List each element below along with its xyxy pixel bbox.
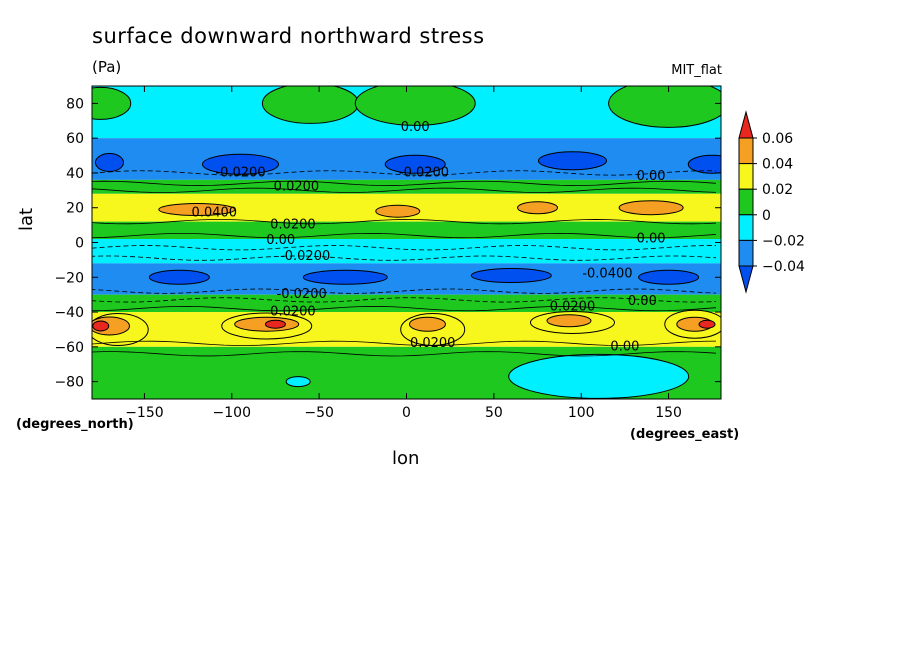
contour-label: 0.0200 (270, 305, 316, 320)
y-tick-label: 0 (75, 236, 84, 252)
contour-label: 0.00 (637, 169, 666, 184)
contour-label: 0.0200 (550, 299, 596, 314)
chart-title: surface downward northward stress (92, 24, 485, 48)
y-tick-label: −80 (54, 375, 84, 391)
y-tick-label: 60 (66, 131, 84, 147)
north-blue-core (687, 154, 721, 174)
contour-label: 0.0200 (270, 218, 316, 233)
y-tick-label: 40 (66, 166, 84, 182)
contour-label: 0.00 (628, 294, 657, 309)
south-red-spot (698, 319, 716, 329)
colorbar-bottom-arrow (738, 265, 754, 294)
x-tick-label: 100 (568, 405, 595, 421)
contour-line (92, 351, 717, 357)
colorbar-label: 0.02 (762, 182, 793, 198)
north-orange-core (517, 201, 559, 215)
contour-line (92, 219, 717, 225)
colorbar-segment (738, 137, 754, 165)
south-red-spot (264, 319, 286, 329)
colorbar-segment (738, 163, 754, 190)
contour-label: -0.0200 (215, 165, 265, 180)
south-cyan-patch (508, 353, 690, 399)
contour-label: 0.00 (266, 233, 295, 248)
units-label: (Pa) (92, 58, 122, 76)
x-tick-label: −100 (213, 405, 251, 421)
contour-label: 0.0200 (410, 336, 456, 351)
contour-patches (92, 86, 721, 399)
colorbar-segment (738, 239, 754, 267)
dataset-label: MIT_flat (671, 63, 722, 78)
colorbar-segment (738, 188, 754, 216)
x-axis-label: lon (392, 448, 420, 469)
contour-line (92, 297, 717, 303)
south-blue-core (302, 269, 388, 285)
south-blue-core (148, 269, 210, 285)
contour-line (92, 305, 717, 312)
south-orange-core (546, 314, 592, 328)
x-axis: −150 −100 −50 0 50 100 150 (125, 86, 682, 421)
contour-line (92, 187, 717, 193)
south-blue-core (638, 269, 700, 285)
contour-label: 0.00 (610, 339, 639, 354)
north-orange-core (618, 200, 684, 216)
colorbar-label: −0.02 (762, 233, 805, 249)
colorbar: 0.06 0.04 0.02 0 −0.02 −0.04 (738, 110, 805, 294)
south-red-spot (92, 320, 110, 332)
contour-label: -0.0400 (582, 266, 632, 281)
band-4 (92, 221, 721, 240)
y-unit-note: (degrees_north) (16, 417, 134, 432)
contour-line (92, 180, 717, 186)
south-orange-core (408, 316, 446, 332)
north-blue-core (384, 154, 446, 174)
north-green-patch (92, 86, 132, 120)
y-tick-label: 80 (66, 96, 84, 112)
contour-label: 0.0200 (274, 179, 320, 194)
colorbar-label: 0 (762, 208, 771, 224)
colorbar-top-arrow (738, 110, 754, 139)
contour-label: -0.0200 (280, 249, 330, 264)
south-cyan-patch (285, 376, 311, 388)
north-green-patch (354, 86, 476, 126)
x-tick-label: −50 (304, 405, 334, 421)
north-orange-core (158, 202, 236, 216)
contour-line (92, 245, 717, 251)
y-tick-label: −60 (54, 340, 84, 356)
colorbar-label: −0.04 (762, 259, 805, 275)
colorbar-label: 0.04 (762, 157, 793, 173)
contour-line (92, 255, 717, 261)
x-unit-note: (degrees_east) (630, 427, 740, 442)
colorbar-segment (738, 214, 754, 241)
y-tick-label: −20 (54, 270, 84, 286)
north-green-patch (261, 86, 359, 124)
contour-lines (92, 170, 717, 357)
contour-label: -0.0200 (399, 165, 449, 180)
band-5 (92, 239, 721, 264)
contour-label: 0.0400 (192, 205, 238, 220)
x-tick-label: −150 (125, 405, 163, 421)
north-blue-core (537, 151, 607, 171)
contour-line (92, 170, 717, 176)
contour-line (92, 340, 717, 346)
contour-label: 0.00 (401, 120, 430, 135)
y-tick-label: −40 (54, 305, 84, 321)
contour-label: 0.00 (637, 232, 666, 247)
y-axis: 80 60 40 20 0 −20 −40 −60 −80 (54, 96, 721, 391)
x-tick-label: 150 (655, 405, 682, 421)
colorbar-label: 0.06 (762, 131, 793, 147)
south-blue-core (470, 268, 552, 284)
contour-line (92, 232, 717, 239)
y-tick-label: 20 (66, 201, 84, 217)
contour-line (92, 288, 717, 294)
north-green-patch (608, 86, 721, 128)
north-orange-core (375, 204, 421, 218)
x-tick-label: 50 (485, 405, 503, 421)
contour-label: -0.0200 (277, 287, 327, 302)
north-blue-core (94, 153, 124, 173)
x-tick-label: 0 (402, 405, 411, 421)
north-blue-core (202, 153, 280, 175)
